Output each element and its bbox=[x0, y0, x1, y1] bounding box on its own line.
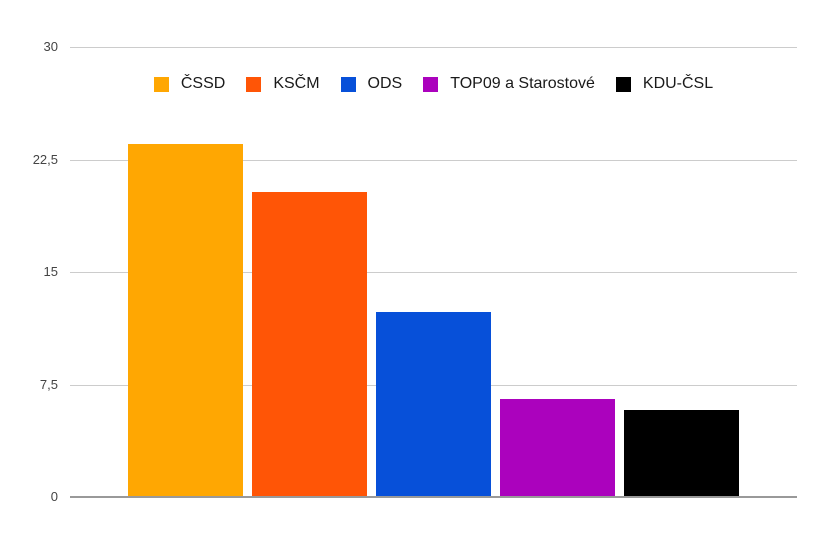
y-tick-label-22-5: 22,5 bbox=[32, 151, 58, 167]
y-tick-label-0: 0 bbox=[50, 489, 58, 504]
bar-kscm bbox=[252, 192, 368, 497]
bar-kdu-csl bbox=[623, 410, 739, 497]
plot-area bbox=[70, 47, 797, 498]
gridline-15 bbox=[70, 272, 797, 273]
y-tick-label-15: 15 bbox=[43, 264, 58, 279]
legend-item-kdu-csl: KDU-ČSL bbox=[615, 75, 714, 93]
gridline-30 bbox=[70, 47, 797, 48]
legend-item-ods: ODS bbox=[340, 75, 403, 93]
y-tick-label-30: 30 bbox=[43, 39, 58, 54]
legend-label-top09-a-starostove: TOP09 a Starostové bbox=[450, 75, 595, 92]
legend-label-kscm: KSČM bbox=[273, 75, 320, 92]
bar-ods bbox=[376, 312, 491, 497]
bars bbox=[70, 47, 797, 497]
y-tick-label-7-5: 7,5 bbox=[39, 376, 58, 392]
legend-label-cssd: ČSSD bbox=[180, 75, 226, 92]
legend-label-kdu-csl: KDU-ČSL bbox=[642, 75, 714, 92]
x-axis-line bbox=[70, 496, 797, 498]
legend-label-ods: ODS bbox=[367, 75, 403, 92]
legend-swatch-top09-a-starostove bbox=[423, 76, 439, 92]
legend-swatch-kdu-csl bbox=[615, 76, 631, 92]
bar-top09-a-starostove bbox=[499, 399, 615, 497]
bar-cssd bbox=[128, 144, 244, 497]
legend-swatch-ods bbox=[340, 76, 356, 92]
gridline-22-5 bbox=[70, 159, 797, 161]
chart-legend: ČSSD KSČM ODS TOP09 a Starostové KDU-ČSL bbox=[70, 74, 797, 94]
legend-swatch-cssd bbox=[153, 76, 169, 92]
legend-item-top09-a-starostove: TOP09 a Starostové bbox=[423, 75, 595, 93]
legend-item-cssd: ČSSD bbox=[153, 75, 226, 93]
legend-item-kscm: KSČM bbox=[246, 75, 320, 93]
legend-swatch-kscm bbox=[246, 76, 262, 92]
